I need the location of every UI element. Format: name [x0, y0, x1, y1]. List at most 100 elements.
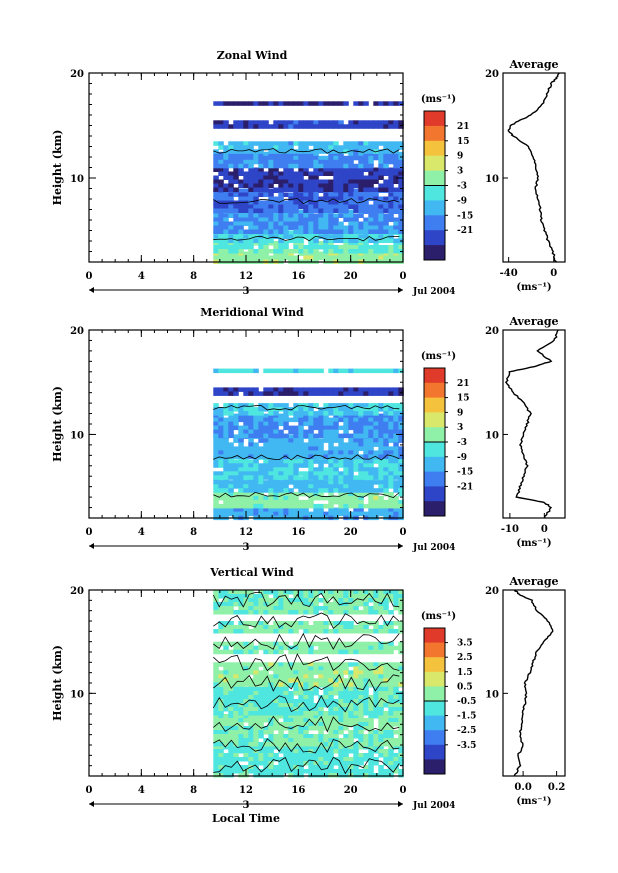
heatmap-cell: [213, 714, 219, 719]
y-tick-label: 20: [70, 69, 84, 80]
heatmap-cell: [373, 670, 379, 675]
heatmap-cell: [243, 507, 249, 513]
panel-title: Zonal Wind: [217, 49, 288, 62]
heatmap-cell: [278, 221, 284, 226]
heatmap-cell: [398, 120, 404, 125]
heatmap-cell: [323, 745, 329, 750]
heatmap-cell: [398, 507, 404, 513]
heatmap-cell: [288, 711, 294, 716]
heatmap-cell: [318, 208, 324, 213]
heatmap-cell: [313, 606, 319, 611]
heatmap-cell: [213, 707, 219, 712]
heatmap-cell: [298, 249, 304, 254]
heatmap-cell: [398, 480, 404, 485]
heatmap-cell: [368, 234, 374, 239]
heatmap-cell: [393, 238, 399, 243]
heatmap-cell: [358, 155, 364, 161]
heatmap-cell: [233, 167, 239, 172]
heatmap-cell: [243, 695, 249, 700]
heatmap-cell: [333, 433, 339, 439]
colorbar-tick-label: -15: [457, 468, 473, 478]
heatmap-cell: [318, 171, 324, 176]
heatmap-cell: [393, 475, 399, 480]
heatmap-cell: [323, 682, 329, 687]
heatmap-cell: [338, 417, 344, 423]
heatmap-cell: [393, 368, 399, 374]
heatmap-cell: [383, 387, 389, 392]
heatmap-cell: [383, 196, 389, 201]
heatmap-cell: [278, 699, 284, 704]
heatmap-cell: [223, 598, 229, 603]
heatmap-cell: [328, 749, 334, 754]
heatmap-cell: [393, 167, 399, 172]
heatmap-cell: [398, 368, 404, 374]
colorbar-tick-label: 9: [457, 152, 463, 162]
heatmap-cell: [388, 662, 394, 667]
heatmap-cell: [278, 730, 284, 735]
heatmap-cell: [238, 433, 244, 439]
heatmap-cell: [323, 602, 329, 607]
date-axis-arrow-left: [89, 801, 94, 807]
heatmap-cell: [333, 238, 339, 243]
heatmap-cell: [213, 255, 219, 260]
heatmap-cell: [393, 438, 399, 443]
heatmap-cell: [298, 196, 304, 201]
heatmap-cell: [378, 251, 384, 256]
heatmap-cell: [388, 590, 394, 595]
heatmap-cell: [328, 425, 334, 431]
heatmap-cell: [308, 714, 314, 719]
heatmap-cell: [288, 773, 294, 778]
heatmap-cell: [333, 769, 339, 774]
heatmap-cell: [398, 245, 404, 250]
heatmap-cell: [338, 594, 344, 599]
heatmap-cell: [228, 499, 234, 505]
heatmap-cell: [233, 711, 239, 716]
heatmap-cell: [343, 387, 349, 392]
heatmap-cell: [258, 208, 264, 213]
heatmap-cell: [338, 204, 344, 209]
heatmap-cell: [383, 499, 389, 505]
heatmap-cell: [258, 670, 264, 675]
heatmap-cell: [308, 718, 314, 723]
heatmap-cell: [368, 450, 374, 455]
heatmap-cell: [323, 699, 329, 704]
heatmap-cell: [263, 726, 269, 731]
heatmap-cell: [358, 495, 364, 501]
heatmap-cell: [303, 124, 309, 129]
heatmap-cell: [353, 403, 359, 408]
heatmap-cell: [368, 491, 374, 497]
heatmap-cell: [213, 407, 219, 412]
heatmap-cell: [308, 682, 314, 687]
contour-line: [213, 491, 400, 499]
heatmap-cell: [303, 734, 309, 739]
heatmap-cell: [223, 645, 229, 651]
heatmap-cell: [308, 645, 314, 651]
heatmap-cell: [328, 488, 334, 493]
heatmap-cell: [258, 621, 264, 626]
heatmap-cell: [338, 179, 344, 184]
heatmap-cell: [248, 503, 254, 509]
heatmap-cell: [263, 450, 269, 455]
heatmap-cell: [273, 471, 279, 476]
heatmap-cell: [283, 163, 289, 169]
heatmap-cell: [343, 678, 349, 683]
heatmap-cell: [218, 433, 224, 439]
heatmap-cell: [353, 459, 359, 464]
heatmap-cell: [398, 225, 404, 230]
heatmap-cell: [338, 234, 344, 239]
heatmap-cell: [388, 208, 394, 213]
heatmap-cell: [233, 238, 239, 243]
heatmap-cell: [273, 773, 279, 778]
heatmap-cell: [273, 175, 279, 180]
heatmap-cell: [338, 480, 344, 485]
heatmap-cell: [233, 245, 239, 250]
heatmap-cell: [273, 475, 279, 480]
heatmap-cell: [303, 249, 309, 254]
heatmap-cell: [323, 187, 329, 192]
heatmap-cell: [358, 641, 364, 647]
heatmap-cell: [283, 221, 289, 226]
heatmap-cell: [333, 411, 339, 416]
heatmap-cell: [398, 742, 404, 747]
heatmap-cell: [263, 707, 269, 712]
heatmap-cell: [398, 610, 404, 615]
